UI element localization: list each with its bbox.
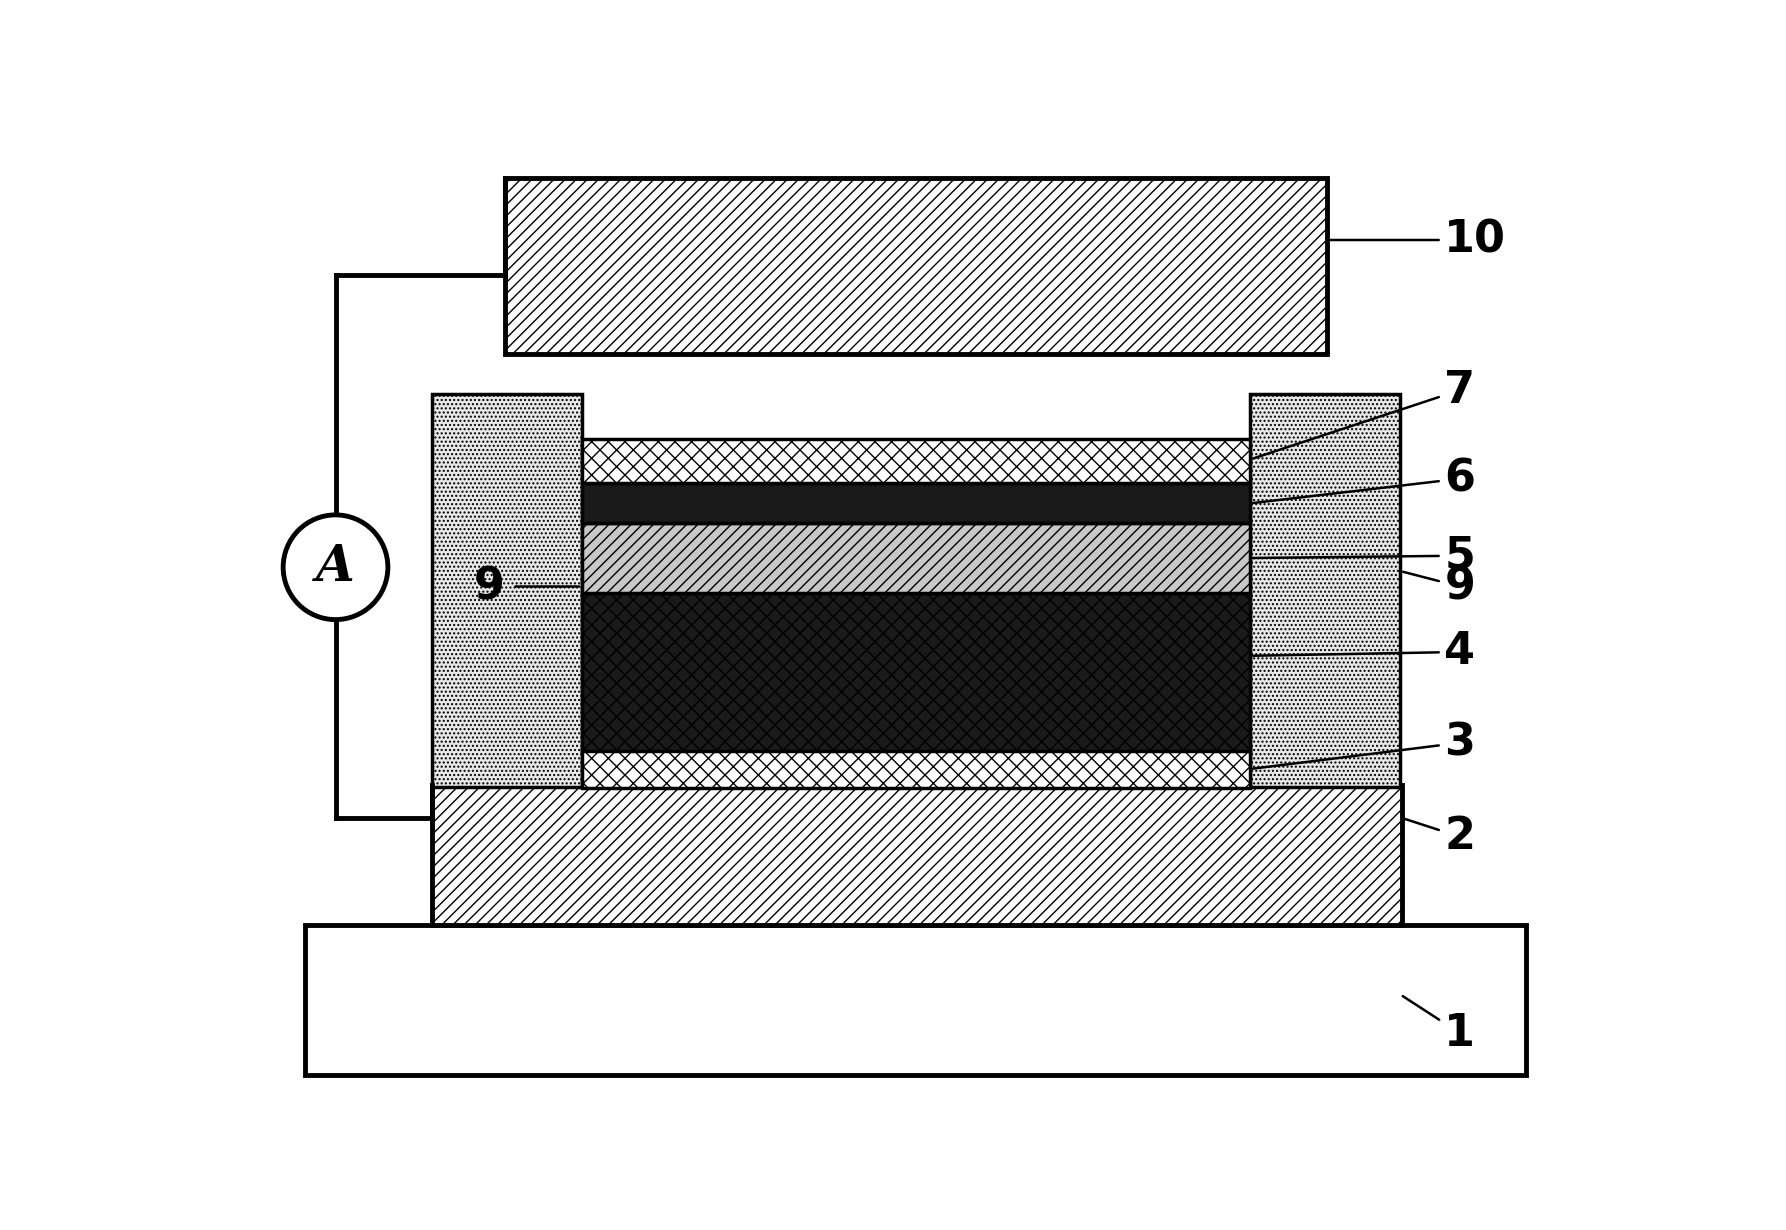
Text: 5: 5: [1254, 534, 1475, 577]
Circle shape: [284, 515, 388, 620]
Text: 6: 6: [1254, 458, 1475, 503]
Text: 1: 1: [1402, 996, 1475, 1054]
Text: 2: 2: [1404, 815, 1475, 859]
Text: 10: 10: [1331, 219, 1506, 262]
Bar: [1250, 394, 1400, 787]
Text: 9: 9: [473, 565, 505, 608]
Bar: [305, 925, 1525, 1075]
Bar: [582, 750, 1250, 788]
Text: A: A: [316, 542, 355, 592]
Text: 9: 9: [1404, 565, 1475, 608]
Text: 3: 3: [1254, 721, 1475, 769]
Bar: [582, 593, 1250, 750]
Bar: [505, 178, 1327, 354]
Bar: [432, 785, 1402, 925]
Bar: [582, 523, 1250, 593]
Bar: [582, 439, 1250, 482]
Bar: [582, 482, 1250, 523]
Bar: [432, 394, 582, 787]
Text: 7: 7: [1254, 369, 1475, 459]
Text: 4: 4: [1254, 631, 1475, 674]
